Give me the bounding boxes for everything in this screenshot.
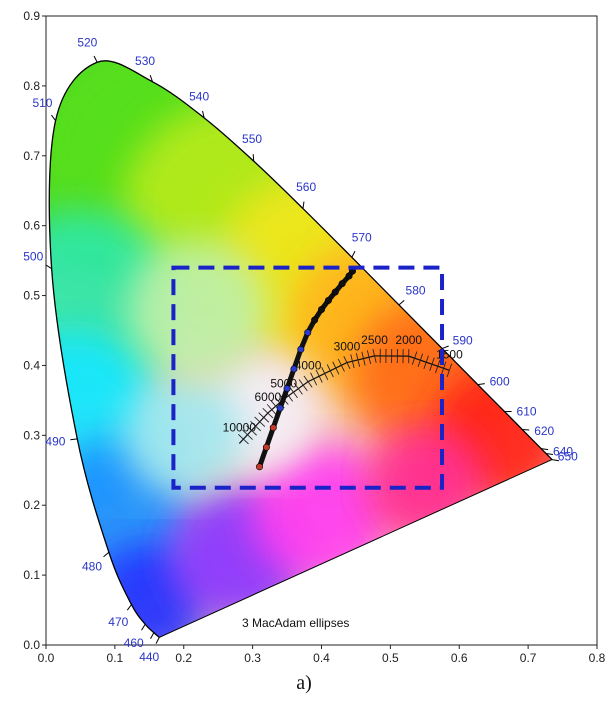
wavelength-label: 470 [108, 615, 128, 629]
y-tick-label: 0.4 [23, 358, 40, 372]
wavelength-label: 570 [352, 231, 372, 245]
measured-point [263, 444, 269, 450]
wavelength-label: 560 [296, 180, 316, 194]
y-tick-label: 0.7 [23, 149, 40, 163]
x-tick-label: 0.3 [244, 651, 261, 665]
x-tick-label: 0.0 [38, 651, 55, 665]
measured-point [284, 385, 290, 391]
measured-point [305, 329, 311, 335]
measured-point [277, 405, 283, 411]
figure-caption: a) [0, 672, 608, 695]
measured-point [291, 366, 297, 372]
measured-point [332, 289, 338, 295]
wavelength-label: 590 [453, 334, 473, 348]
measured-point [325, 297, 331, 303]
x-tick-label: 0.7 [520, 651, 537, 665]
y-tick-label: 0.8 [23, 79, 40, 93]
cct-label: 3000 [334, 340, 361, 354]
y-tick-label: 0.2 [23, 498, 40, 512]
wavelength-label: 610 [517, 404, 537, 418]
x-tick-label: 0.6 [451, 651, 468, 665]
wavelength-label: 540 [189, 89, 209, 103]
wavelength-tick [253, 154, 254, 161]
wavelength-label: 490 [45, 435, 65, 449]
wavelength-label: 580 [406, 283, 426, 297]
cct-label: 2000 [395, 333, 422, 347]
cct-label: 2500 [361, 333, 388, 347]
y-tick-label: 0.5 [23, 289, 40, 303]
measured-point [318, 306, 324, 312]
wavelength-label: 510 [32, 96, 52, 110]
macadam-annotation: 3 MacAdam ellipses [242, 616, 349, 630]
wavelength-label: 650 [558, 450, 578, 464]
wavelength-label: 600 [490, 375, 510, 389]
measured-point [256, 464, 262, 470]
wavelength-label: 520 [77, 36, 97, 50]
wavelength-label: 530 [135, 54, 155, 68]
y-tick-label: 0.3 [23, 428, 40, 442]
wavelength-label: 440 [139, 650, 159, 664]
measured-point [298, 346, 304, 352]
wavelength-label: 550 [242, 132, 262, 146]
wavelength-label: 480 [82, 559, 102, 573]
x-tick-label: 0.2 [175, 651, 192, 665]
x-tick-label: 0.5 [382, 651, 399, 665]
cct-label: 10000 [223, 420, 257, 434]
y-tick-label: 0.0 [23, 638, 40, 652]
measured-point [311, 317, 317, 323]
y-tick-label: 0.9 [23, 9, 40, 23]
y-tick-label: 0.6 [23, 219, 40, 233]
wavelength-label: 460 [124, 636, 144, 650]
x-tick-label: 0.1 [107, 651, 124, 665]
x-tick-label: 0.8 [589, 651, 606, 665]
wavelength-label: 620 [534, 424, 554, 438]
measured-point [339, 280, 345, 286]
x-tick-label: 0.4 [313, 651, 330, 665]
measured-point [270, 424, 276, 430]
cct-label: 6000 [254, 390, 281, 404]
wavelength-label: 500 [23, 250, 43, 264]
y-tick-label: 0.1 [23, 568, 40, 582]
